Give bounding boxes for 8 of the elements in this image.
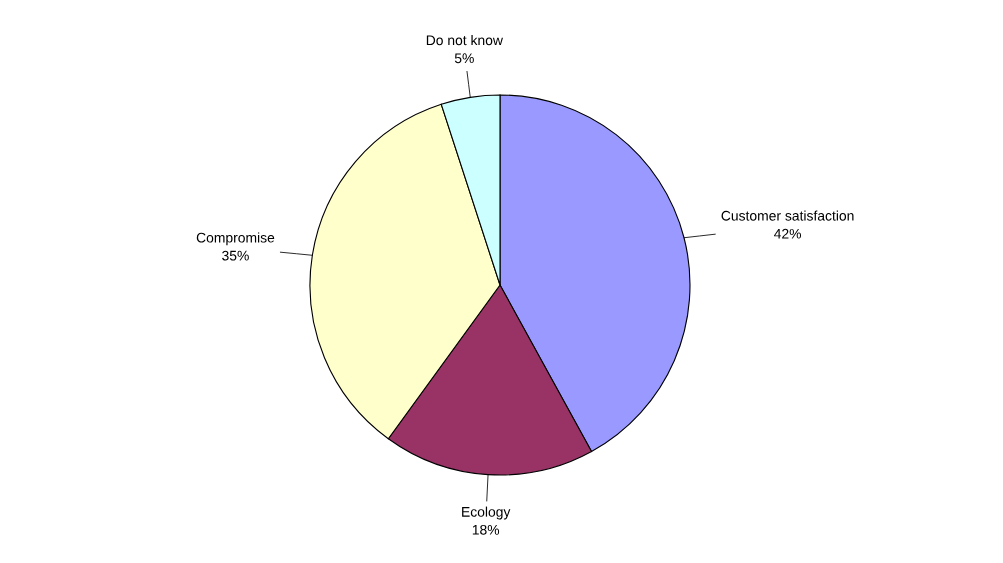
slice-label: Ecology	[462, 506, 511, 520]
slice-label: Customer satisfaction	[721, 210, 854, 221]
slice-label: Compromise	[196, 232, 275, 246]
data-label: 35%	[222, 250, 249, 261]
slice-label: Do not know	[426, 34, 503, 46]
data-label: 42%	[774, 228, 802, 239]
data-label: 18%	[472, 524, 500, 535]
data-label: 5%	[454, 53, 474, 64]
